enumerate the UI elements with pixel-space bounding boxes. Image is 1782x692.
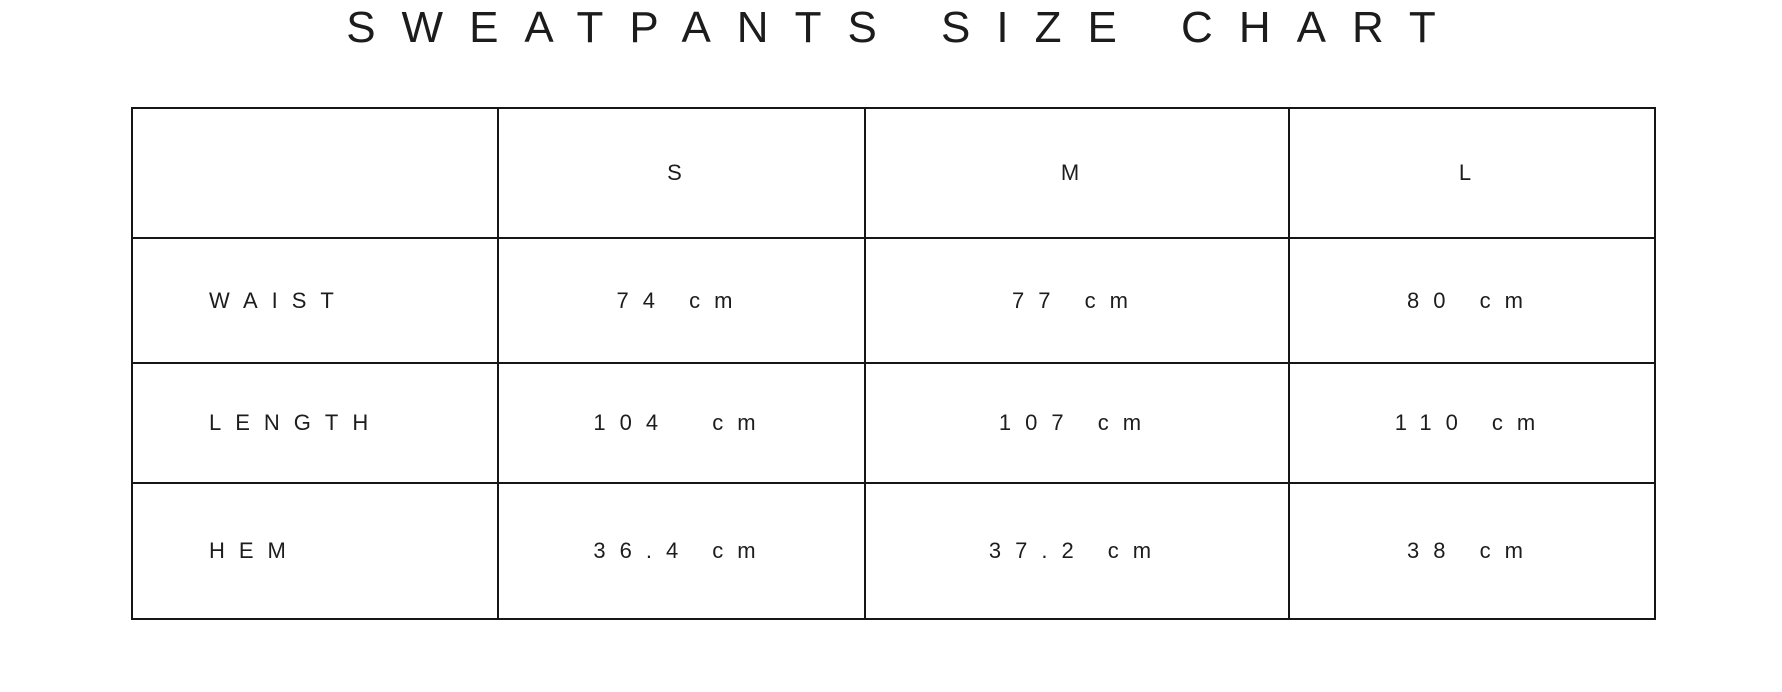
cell-hem-l: 38 cm: [1288, 482, 1656, 620]
cell-waist-m: 77 cm: [864, 237, 1290, 364]
table-row: LENGTH 104 cm 107 cm 110 cm: [131, 362, 1656, 484]
table-row: HEM 36.4 cm 37.2 cm 38 cm: [131, 482, 1656, 620]
table-row: WAIST 74 cm 77 cm 80 cm: [131, 237, 1656, 364]
cell-waist-l: 80 cm: [1288, 237, 1656, 364]
column-header-l: L: [1288, 107, 1656, 239]
cell-length-m: 107 cm: [864, 362, 1290, 484]
column-header-empty: [131, 107, 499, 239]
size-chart-table: S M L WAIST 74 cm 77 cm 80 cm LENGTH 104…: [131, 107, 1656, 620]
cell-length-l: 110 cm: [1288, 362, 1656, 484]
row-label-length: LENGTH: [131, 362, 499, 484]
cell-waist-s: 74 cm: [497, 237, 866, 364]
column-header-m: M: [864, 107, 1290, 239]
page-title: SWEATPANTS SIZE CHART: [346, 3, 1462, 52]
cell-hem-s: 36.4 cm: [497, 482, 866, 620]
table-header-row: S M L: [131, 107, 1656, 239]
cell-hem-m: 37.2 cm: [864, 482, 1290, 620]
row-label-waist: WAIST: [131, 237, 499, 364]
cell-length-s: 104 cm: [497, 362, 866, 484]
row-label-hem: HEM: [131, 482, 499, 620]
column-header-s: S: [497, 107, 866, 239]
